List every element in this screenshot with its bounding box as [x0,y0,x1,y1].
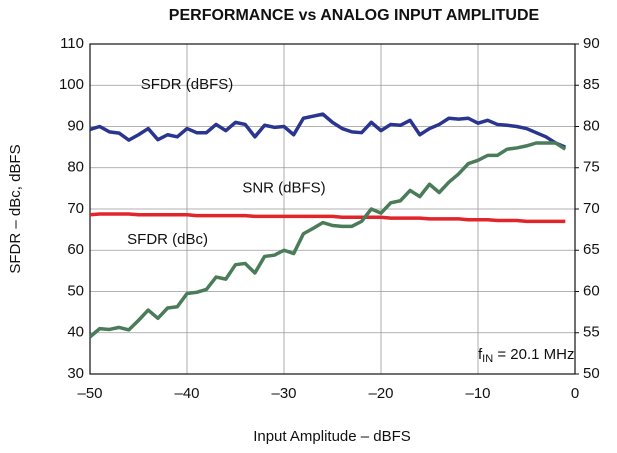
y2-tick-label: 90 [583,35,600,52]
y-tick-label: 70 [67,200,84,217]
y2-tick-label: 70 [583,200,600,217]
annotation-part: = 20.1 MHz [493,346,574,363]
series-line [89,212,566,224]
y2-tick-label: 50 [583,365,600,382]
x-tick-label: –10 [465,385,490,402]
x-tick-label: –30 [271,385,296,402]
y2-tick-label: 60 [583,282,600,299]
series-label: SFDR (dBFS) [141,76,234,93]
plot-frame [89,43,576,375]
y-tick-label: 100 [59,76,84,93]
y-tick-label: 40 [67,324,84,341]
y-tick-label: 80 [67,159,84,176]
annotation: fIN = 20.1 MHz [478,346,574,365]
y2-tick-label: 65 [583,241,600,258]
series-line [89,112,566,149]
y-tick-label: 110 [60,35,84,52]
y2-tick-label: 85 [583,76,600,93]
y-tick-label: 90 [67,117,84,134]
y2-tick-label: 55 [583,324,600,341]
y2-tick-label: 80 [583,117,600,134]
y-tick-label: 30 [67,365,84,382]
y-axis-label: SFDR – dBc, dBFS [7,144,24,273]
series-label: SFDR (dBc) [127,231,208,248]
y-tick-label: 50 [67,282,84,299]
x-tick-label: –40 [174,385,199,402]
y-tick-label: 60 [67,241,84,258]
annotation-part: f [478,346,483,363]
annotation-sub: IN [482,353,493,365]
series-line [88,141,567,339]
x-axis-label: Input Amplitude – dBFS [253,428,411,445]
y2-tick-label: 75 [583,159,600,176]
chart-title: PERFORMANCE vs ANALOG INPUT AMPLITUDE [169,7,540,24]
x-tick-label: 0 [571,385,579,402]
x-tick-label: –50 [77,385,102,402]
series-label: SNR (dBFS) [242,179,325,196]
x-tick-label: –20 [368,385,393,402]
